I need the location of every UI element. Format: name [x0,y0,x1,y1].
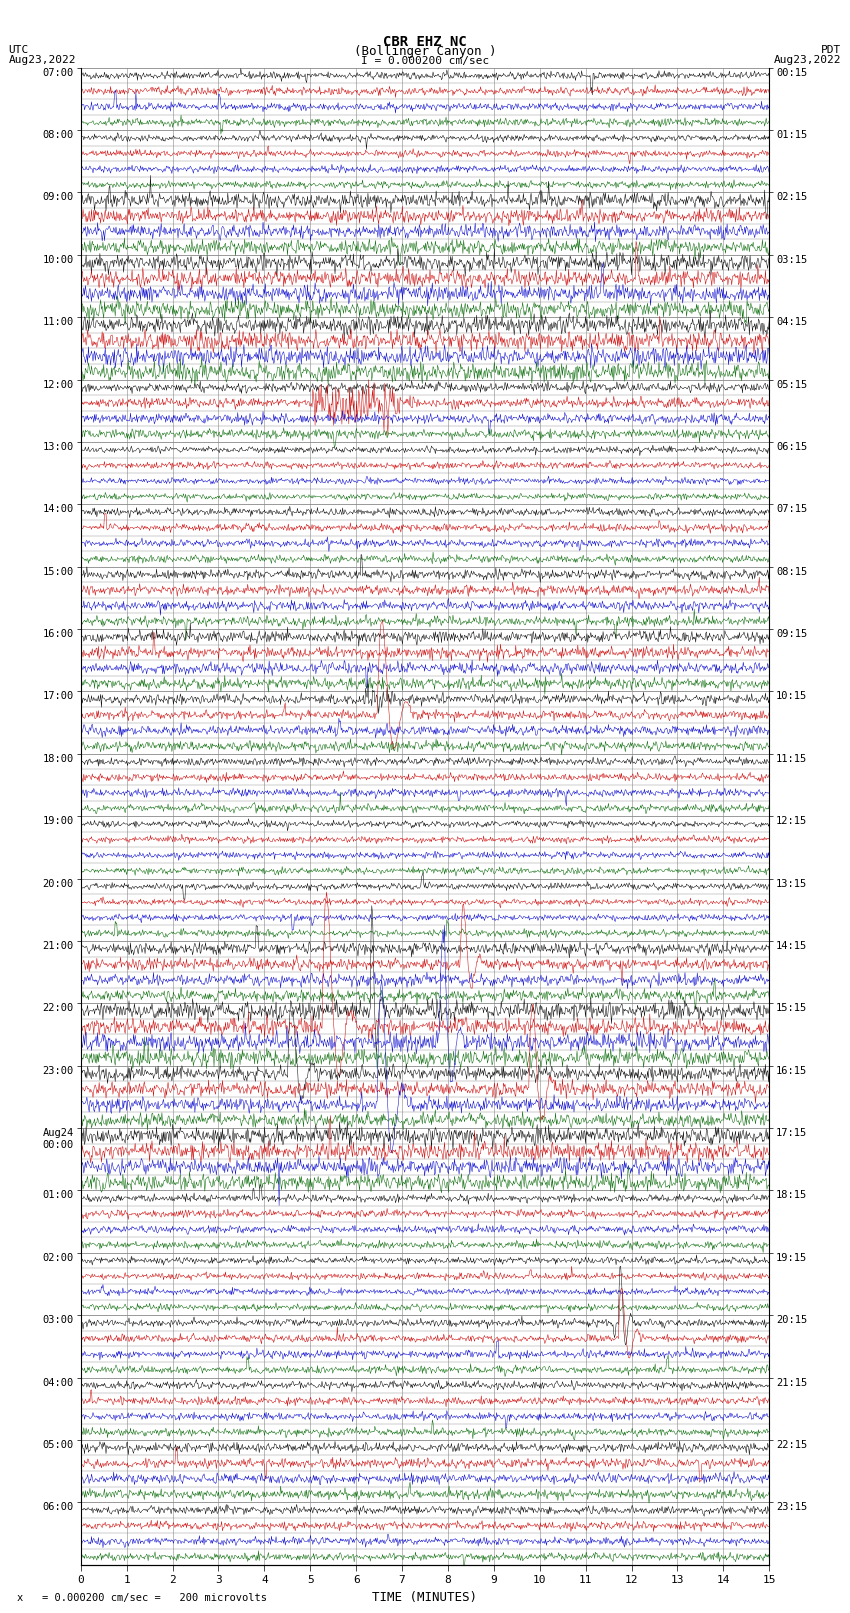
Text: Aug23,2022: Aug23,2022 [8,55,76,65]
Text: PDT: PDT [821,45,842,55]
Text: UTC: UTC [8,45,29,55]
Text: x   = 0.000200 cm/sec =   200 microvolts: x = 0.000200 cm/sec = 200 microvolts [17,1594,267,1603]
Text: Aug23,2022: Aug23,2022 [774,55,842,65]
Text: (Bollinger Canyon ): (Bollinger Canyon ) [354,45,496,58]
X-axis label: TIME (MINUTES): TIME (MINUTES) [372,1590,478,1603]
Text: CBR EHZ NC: CBR EHZ NC [383,35,467,50]
Text: I = 0.000200 cm/sec: I = 0.000200 cm/sec [361,56,489,66]
